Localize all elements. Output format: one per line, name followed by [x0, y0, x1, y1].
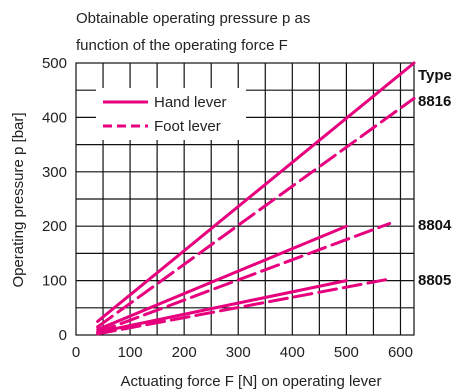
- series-line-8805-foot-lever: [96, 277, 392, 336]
- x-tick-label: 100: [118, 344, 143, 361]
- x-tick-label: 500: [334, 344, 359, 361]
- plot-frame: [75, 62, 415, 336]
- type-label-8804: 8804: [418, 217, 452, 234]
- series-line-8816-hand-lever: [96, 61, 416, 323]
- y-tick-label: 100: [42, 273, 67, 290]
- y-tick-label: 300: [42, 164, 67, 181]
- series-line-8804-hand-lever: [96, 224, 348, 332]
- y-tick-label: 0: [59, 327, 67, 344]
- y-axis-label: Operating pressure p [bar]: [10, 112, 27, 287]
- series-line-8805-hand-lever: [96, 279, 348, 334]
- tick-labels: 0 100 200 300 400 500 600 0 100 200 300 400 500: [42, 55, 413, 361]
- type-header: Type: [418, 67, 452, 84]
- type-label-8805: 8805: [418, 272, 451, 289]
- y-tick-label: 500: [42, 55, 67, 72]
- y-tick-label: 400: [42, 109, 67, 126]
- x-tick-label: 0: [72, 344, 80, 361]
- chart-title-line-1: Obtainable operating pressure p as: [76, 10, 310, 27]
- legend-hand-lever-label: Hand lever: [154, 94, 227, 111]
- legend-foot-lever-label: Foot lever: [154, 118, 221, 135]
- series-layer: [96, 61, 416, 336]
- series-line-8816-foot-lever: [96, 96, 416, 329]
- x-tick-label: 300: [226, 344, 251, 361]
- series-line-8804-foot-lever: [96, 221, 392, 334]
- chart-title-line-2: function of the operating force F: [76, 37, 288, 54]
- x-tick-label: 400: [280, 344, 305, 361]
- x-tick-label: 200: [172, 344, 197, 361]
- y-tick-label: 200: [42, 218, 67, 235]
- legend: [96, 88, 246, 140]
- x-tick-label: 600: [388, 344, 413, 361]
- type-label-8816: 8816: [418, 93, 451, 110]
- x-axis-label: Actuating force F [N] on operating lever: [121, 373, 382, 390]
